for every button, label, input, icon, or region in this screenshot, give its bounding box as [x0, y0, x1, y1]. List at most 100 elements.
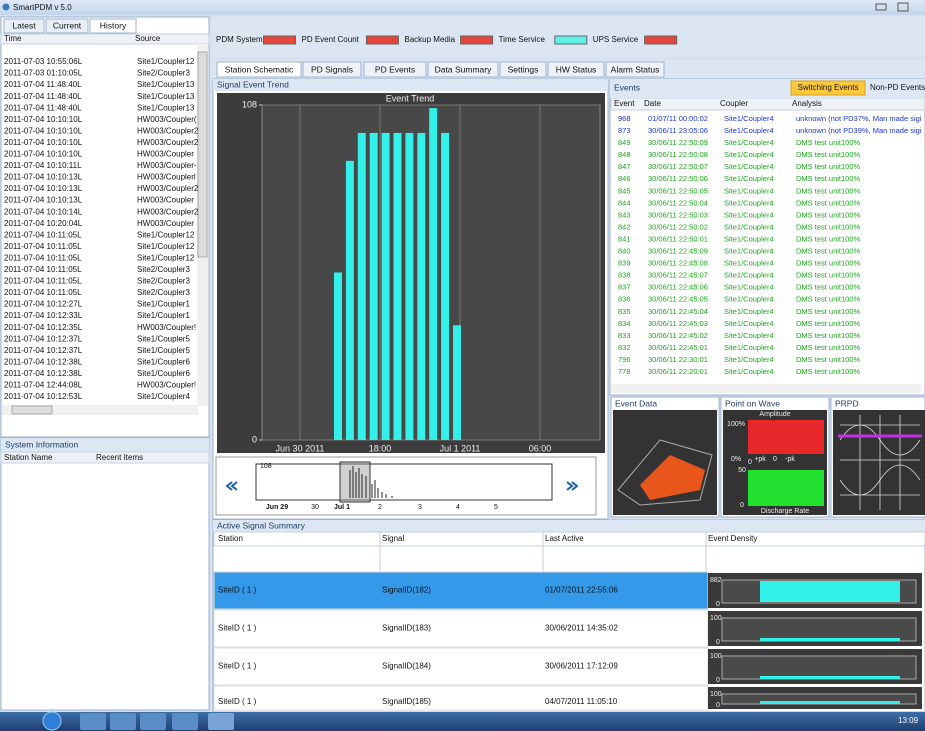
system-info-header [1, 438, 209, 452]
event-cell: 834 [618, 319, 631, 328]
event-cell: 30/06/11 22:50:09 [648, 138, 708, 147]
history-time: 2011-07-04 11:48:40L [4, 103, 82, 112]
navigator-label: 2 [378, 504, 382, 511]
pow-label: 0 [773, 456, 777, 463]
tab[interactable] [216, 61, 302, 78]
events-rows: 968 01/07/11 00:00:02 Site1/Coupler4 unknow… [618, 114, 922, 376]
event-cell: DMS test unit100% [796, 138, 861, 147]
history-time: 2011-07-04 10:10:10L [4, 138, 83, 147]
task-item[interactable] [110, 713, 136, 730]
bar [393, 132, 402, 440]
history-source: Site1/Coupler5 [137, 334, 190, 343]
tab[interactable] [363, 61, 427, 78]
event-cell: 30/06/11 22:45:06 [648, 283, 708, 292]
tab-label: PD Signals [311, 64, 353, 74]
minimize-button[interactable] [875, 3, 887, 11]
column-header: Source [135, 34, 161, 43]
task-item[interactable] [80, 713, 106, 730]
history-source: HW003/Coupler [137, 150, 194, 159]
tab[interactable] [499, 61, 547, 78]
history-source: Site1/Coupler13 [137, 92, 195, 101]
history-time: 2011-07-03 10:55:06L [4, 57, 83, 66]
tab[interactable] [547, 61, 605, 78]
event-cell: unknown (not PD39%, Man made sigi [796, 126, 922, 135]
event-cell: 30/06/11 22:45:07 [648, 271, 708, 280]
tab[interactable] [302, 61, 362, 78]
task-item[interactable] [140, 713, 166, 730]
history-source: Site1/Coupler12 [137, 230, 195, 239]
panel-title: Signal Event Trend [217, 79, 289, 89]
history-time: 2011-07-04 10:12:38L [4, 357, 83, 366]
event-cell: 838 [618, 271, 631, 280]
tab-label: PD Events [375, 64, 415, 74]
history-source: Site1/Coupler1 [137, 300, 190, 309]
history-time: 2011-07-04 10:12:27L [4, 300, 83, 309]
summary-row[interactable] [213, 571, 709, 610]
event-cell: 30/06/11 22:50:07 [648, 162, 708, 171]
event-cell: DMS test unit100% [796, 259, 861, 268]
task-item[interactable] [172, 713, 198, 730]
history-source: HW003/Couplerl [137, 173, 196, 182]
left-tab[interactable] [3, 18, 45, 34]
left-tab[interactable] [45, 18, 89, 34]
signal: SignalID(184) [382, 662, 431, 671]
history-panel [0, 16, 210, 438]
density-bar [760, 676, 900, 679]
pow-discharge [748, 470, 824, 506]
task-item-active[interactable] [208, 713, 234, 730]
event-cell: DMS test unit100% [796, 367, 861, 376]
h-scroll-thumb[interactable] [11, 405, 53, 415]
restore-button[interactable] [897, 2, 909, 12]
event-cell: DMS test unit100% [796, 271, 861, 280]
station: SiteID ( 1 ) [218, 697, 257, 706]
status-indicator [554, 35, 588, 45]
event-cell: Site1/Coupler4 [724, 186, 774, 195]
x-tick-label: Jun 30 2011 [276, 443, 325, 453]
bar [381, 132, 390, 440]
status-indicator [365, 35, 399, 45]
nav-left-2[interactable] [230, 481, 238, 491]
nav-right-2[interactable] [571, 481, 579, 491]
history-source: Site1/Coupler4 [137, 392, 190, 401]
left-tab-label: Latest [12, 20, 36, 30]
left-tab[interactable] [89, 18, 137, 34]
history-time: 2011-07-04 10:12:35L [4, 323, 83, 332]
event-cell: 796 [618, 355, 631, 364]
pow-label: 0 [748, 459, 752, 466]
events-columns [610, 97, 925, 111]
density-max: 100 [710, 653, 722, 660]
history-time: 2011-07-04 10:11:05L [4, 288, 82, 297]
scroll-thumb[interactable] [197, 51, 208, 258]
density-bar [760, 638, 900, 641]
switching-button[interactable] [790, 80, 866, 96]
history-time: 2011-07-04 10:10:10L [4, 150, 83, 159]
tab[interactable] [427, 61, 499, 78]
start-button[interactable] [42, 711, 62, 731]
nav-left[interactable] [225, 481, 233, 491]
events-h-scroll[interactable] [611, 384, 921, 393]
event-cell: 837 [618, 283, 631, 292]
event-data-box [617, 439, 713, 506]
event-cell: DMS test unit100% [796, 307, 861, 316]
event-cell: Site1/Coupler4 [724, 162, 774, 171]
nav-right[interactable] [566, 481, 574, 491]
h-scrollbar[interactable] [2, 405, 198, 415]
event-cell: DMS test unit100% [796, 198, 861, 207]
tab[interactable] [605, 61, 665, 78]
event-data-surface [640, 455, 705, 500]
navigator-label: Jul 1 [334, 504, 350, 511]
history-source: HW003/Coupler [137, 219, 194, 228]
taskbar [0, 712, 925, 731]
summary-row[interactable] [213, 685, 709, 711]
navigator-max: 108 [260, 463, 272, 470]
station: SiteID ( 1 ) [218, 662, 257, 671]
history-time: 2011-07-04 10:12:38L [4, 369, 83, 378]
status-indicator [263, 35, 296, 45]
navigator-window[interactable] [339, 461, 371, 503]
event-cell: 836 [618, 295, 631, 304]
history-time: 2011-07-04 10:11:05L [4, 265, 82, 274]
summary-row[interactable] [213, 647, 709, 686]
pow-label: +pk [754, 456, 766, 463]
summary-row[interactable] [213, 609, 709, 648]
status-label: UPS Service [593, 35, 639, 44]
